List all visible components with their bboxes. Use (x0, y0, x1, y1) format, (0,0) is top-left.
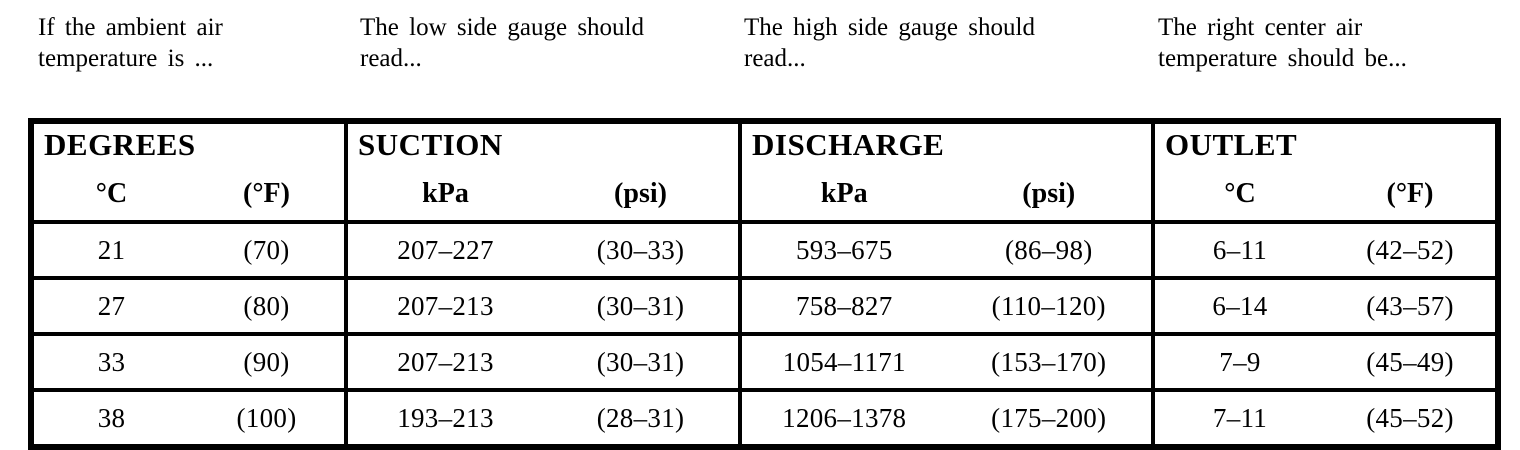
cell-value: 207–227 (397, 234, 494, 265)
cell-discharge: 593–675 (86–98) (738, 220, 1155, 280)
col-header-suction: SUCTION kPa (psi) (344, 119, 742, 224)
caption-line: The right center air (1158, 14, 1363, 41)
spec-row: 27 (80) 207–213 (30–31) 758–827 (110–120… (29, 276, 1500, 336)
unit-label-celsius: °C (95, 178, 128, 209)
cell-value: 6–14 (1212, 290, 1268, 321)
cell-value: (45–49) (1366, 346, 1454, 377)
cell-discharge: 1054–1171 (153–170) (738, 332, 1155, 392)
cell-discharge: 1206–1378 (175–200) (738, 388, 1155, 449)
group-title: DEGREES (44, 127, 196, 162)
caption-line: The low side gauge should (360, 14, 645, 41)
cell-value: (153–170) (991, 346, 1107, 377)
caption-line: temperature is ... (38, 45, 214, 72)
cell-value: 207–213 (397, 346, 494, 377)
cell-outlet: 7–11 (45–52) (1151, 388, 1500, 449)
header-row: DEGREES °C (°F) SUCTION kPa (psi) (29, 119, 1500, 224)
cell-value: 7–11 (1212, 402, 1268, 433)
cell-value: (43–57) (1366, 290, 1454, 321)
cell-value: 27 (97, 290, 126, 321)
unit-label-psi: (psi) (1022, 178, 1076, 209)
cell-value: (70) (243, 234, 290, 265)
cell-value: (30–31) (596, 346, 685, 377)
cell-value: 193–213 (397, 402, 494, 433)
cell-discharge: 758–827 (110–120) (738, 276, 1155, 336)
col-header-discharge: DISCHARGE kPa (psi) (738, 119, 1155, 224)
cell-value: 7–9 (1219, 346, 1261, 377)
pressure-spec-table: DEGREES °C (°F) SUCTION kPa (psi) (28, 118, 1501, 450)
cell-degrees: 27 (80) (29, 276, 348, 336)
cell-degrees: 33 (90) (29, 332, 348, 392)
cell-value: (28–31) (596, 402, 685, 433)
unit-label-kpa: kPa (422, 178, 469, 209)
cell-value: (42–52) (1366, 234, 1454, 265)
unit-label-fahrenheit: (°F) (1386, 178, 1434, 209)
unit-label-psi: (psi) (614, 178, 667, 209)
caption-line: read... (744, 45, 806, 72)
spec-row: 33 (90) 207–213 (30–31) 1054–1171 (153–1… (29, 332, 1500, 392)
caption-low-side-gauge: The low side gauge should read... (360, 12, 644, 74)
spec-row: 38 (100) 193–213 (28–31) 1206–1378 (175–… (29, 388, 1500, 449)
cell-value: 758–827 (795, 290, 893, 321)
caption-ambient-temperature: If the ambient air temperature is ... (38, 12, 223, 74)
cell-value: 593–675 (795, 234, 893, 265)
cell-degrees: 21 (70) (29, 220, 348, 280)
caption-right-center-air: The right center air temperature should … (1158, 12, 1407, 74)
cell-value: (100) (236, 402, 297, 433)
col-header-outlet: OUTLET °C (°F) (1151, 119, 1500, 224)
unit-label-celsius: °C (1224, 178, 1256, 209)
cell-suction: 207–227 (30–33) (344, 220, 742, 280)
group-title: SUCTION (358, 127, 503, 162)
col-header-degrees: DEGREES °C (°F) (29, 119, 348, 224)
cell-value: 33 (97, 346, 126, 377)
unit-label-fahrenheit: (°F) (243, 178, 290, 209)
cell-value: 1206–1378 (782, 402, 907, 433)
cell-value: (30–31) (596, 290, 685, 321)
cell-value: (86–98) (1004, 234, 1093, 265)
cell-value: (90) (243, 346, 290, 377)
cell-outlet: 7–9 (45–49) (1151, 332, 1500, 392)
cell-value: (110–120) (991, 290, 1106, 321)
cell-value: 6–11 (1212, 234, 1268, 265)
cell-value: 207–213 (397, 290, 494, 321)
cell-value: (45–52) (1366, 402, 1454, 433)
cell-suction: 207–213 (30–31) (344, 332, 742, 392)
caption-line: The high side gauge should (744, 14, 1035, 41)
cell-degrees: 38 (100) (29, 388, 348, 449)
group-title: OUTLET (1165, 127, 1298, 162)
cell-suction: 207–213 (30–31) (344, 276, 742, 336)
cell-outlet: 6–11 (42–52) (1151, 220, 1500, 280)
cell-value: 21 (97, 234, 126, 265)
caption-line: read... (360, 45, 422, 72)
spec-row: 21 (70) 207–227 (30–33) 593–675 (86–98) … (29, 220, 1500, 280)
cell-outlet: 6–14 (43–57) (1151, 276, 1500, 336)
unit-label-kpa: kPa (820, 178, 868, 209)
caption-line: If the ambient air (38, 14, 223, 41)
scanned-manual-page: { "colors": { "ink": "#000000", "paper":… (28, 12, 1501, 450)
cell-suction: 193–213 (28–31) (344, 388, 742, 449)
caption-high-side-gauge: The high side gauge should read... (744, 12, 1035, 74)
cell-value: (80) (243, 290, 290, 321)
caption-line: temperature should be... (1158, 45, 1407, 72)
cell-value: (175–200) (991, 402, 1107, 433)
cell-value: 1054–1171 (782, 346, 906, 377)
group-title: DISCHARGE (752, 127, 945, 162)
cell-value: 38 (97, 402, 126, 433)
cell-value: (30–33) (596, 234, 685, 265)
